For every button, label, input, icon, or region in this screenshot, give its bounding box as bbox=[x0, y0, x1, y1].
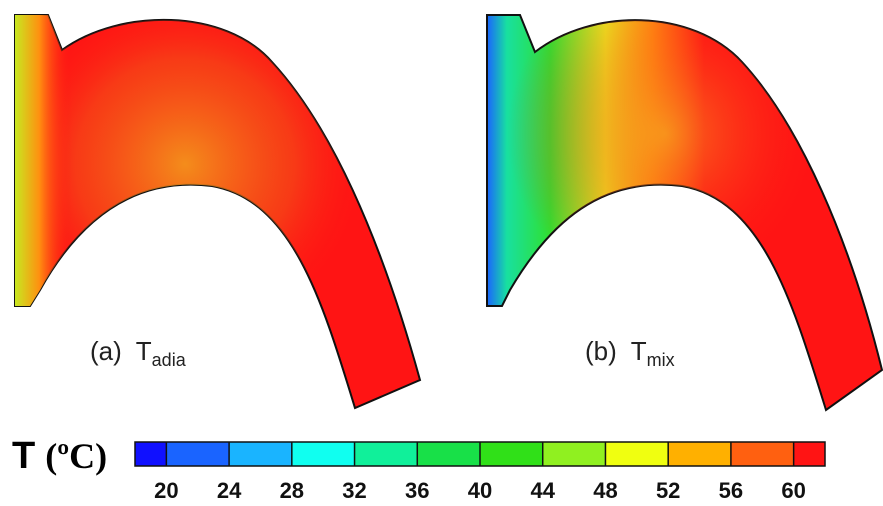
panel-symbol: T bbox=[631, 336, 647, 366]
colorbar-tick-label: 32 bbox=[342, 478, 366, 503]
colorbar-segment bbox=[731, 442, 794, 466]
colorbar: 20 24 28 32 36 40 44 48 52 56 60 bbox=[135, 442, 825, 503]
figure: (a)Tadia (b)Tmix T(ºC) 20242832364044485… bbox=[0, 0, 883, 506]
colorbar-tick-label: 60 bbox=[781, 478, 805, 503]
colorbar-segment bbox=[794, 442, 825, 466]
colorbar-tick-label: 52 bbox=[656, 478, 680, 503]
colorbar-tick-label: 40 bbox=[468, 478, 492, 503]
colorbar-segment bbox=[417, 442, 480, 466]
colorbar-segment bbox=[229, 442, 292, 466]
colorbar-tick-label: 28 bbox=[280, 478, 304, 503]
panel-subscript: adia bbox=[152, 350, 187, 370]
colorbar-segment bbox=[292, 442, 355, 466]
colorbar-segment bbox=[355, 442, 418, 466]
panel-subscript: mix bbox=[647, 350, 675, 370]
panel-letter: (a) bbox=[90, 336, 122, 366]
colorbar-title: T(ºC) bbox=[12, 435, 107, 477]
colorbar-tick-label: 36 bbox=[405, 478, 429, 503]
panel-label: (a) Tadia bbox=[90, 336, 187, 370]
contour-a bbox=[15, 15, 420, 408]
colorbar-segment bbox=[166, 442, 229, 466]
colorbar-tick-label: 56 bbox=[719, 478, 743, 503]
colorbar-segment bbox=[480, 442, 543, 466]
colorbar-segment bbox=[668, 442, 731, 466]
colorbar-tick-label: 24 bbox=[217, 478, 242, 503]
colorbar-tick-label: 44 bbox=[530, 478, 555, 503]
contour-shade bbox=[487, 15, 882, 410]
contour-shade bbox=[15, 15, 420, 408]
contour-b bbox=[487, 15, 882, 410]
colorbar-segment bbox=[605, 442, 668, 466]
panel-symbol: T bbox=[136, 336, 152, 366]
colorbar-tick-label: 48 bbox=[593, 478, 617, 503]
colorbar-tick-label: 20 bbox=[154, 478, 178, 503]
colorbar-segment bbox=[543, 442, 606, 466]
panel-label: (b) Tmix bbox=[585, 336, 675, 370]
colorbar-symbol: T bbox=[12, 435, 35, 477]
colorbar-segment bbox=[135, 442, 166, 466]
colorbar-unit: (ºC) bbox=[45, 436, 107, 476]
panel-letter: (b) bbox=[585, 336, 617, 366]
